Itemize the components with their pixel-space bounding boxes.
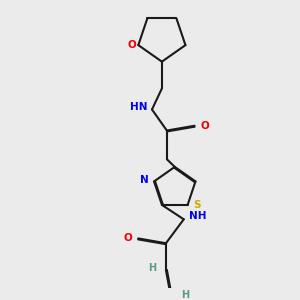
Text: NH: NH (189, 212, 206, 221)
Text: O: O (200, 121, 209, 131)
Text: N: N (140, 175, 148, 184)
Text: O: O (127, 40, 136, 50)
Text: O: O (124, 233, 133, 243)
Text: HN: HN (130, 102, 148, 112)
Text: S: S (194, 200, 201, 210)
Text: H: H (181, 290, 189, 300)
Text: H: H (148, 263, 156, 273)
